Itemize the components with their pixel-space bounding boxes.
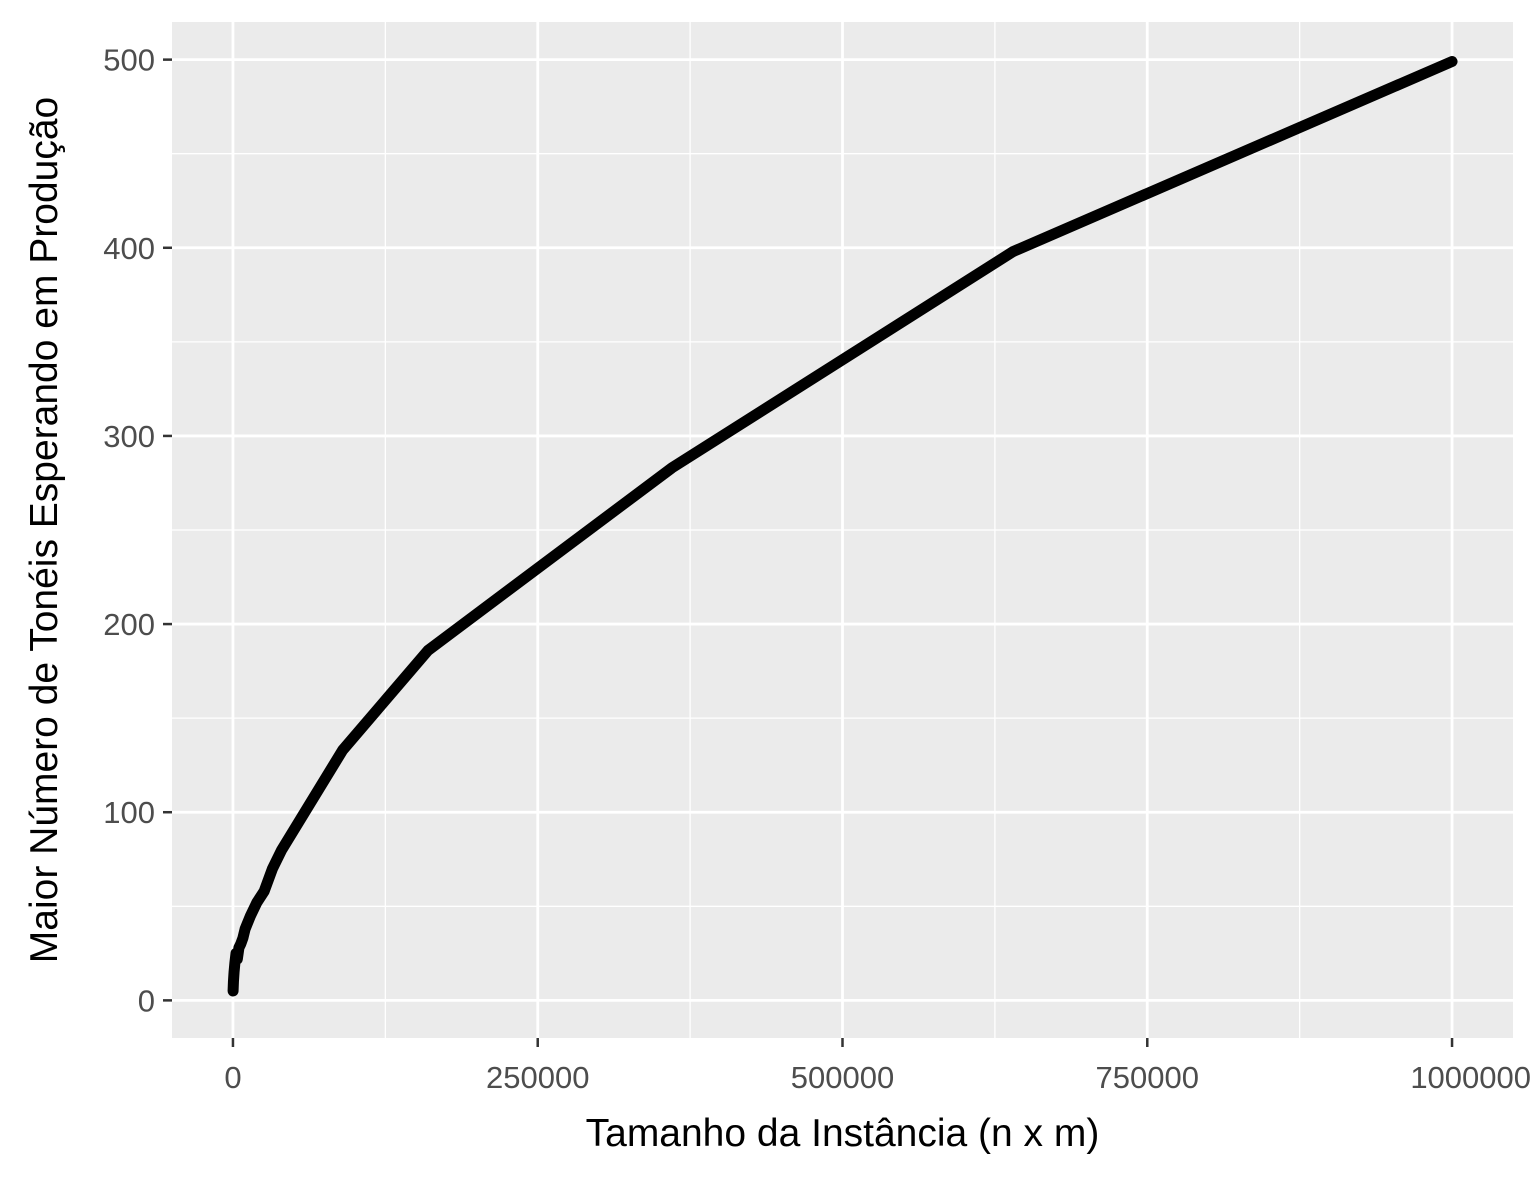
x-axis-title: Tamanho da Instância (n x m) (586, 1112, 1100, 1155)
x-tick-label: 1000000 (1410, 1060, 1531, 1095)
x-tick-label: 750000 (1096, 1060, 1199, 1095)
x-tick-label: 250000 (486, 1060, 589, 1095)
y-tick-label: 300 (103, 419, 155, 454)
x-tick-label: 500000 (791, 1060, 894, 1095)
y-axis-title: Maior Número de Tonéis Esperando em Prod… (23, 97, 66, 963)
minor-gridlines-x (384, 22, 1301, 1038)
x-axis: 0 250000 500000 750000 1000000 (224, 1038, 1531, 1095)
series-line-0 (227, 56, 1458, 997)
y-tick-label: 500 (103, 43, 155, 78)
y-tick-label: 200 (103, 607, 155, 642)
y-tick-label: 100 (103, 795, 155, 830)
series-layer (227, 56, 1458, 997)
x-tick-label: 0 (224, 1060, 241, 1095)
y-axis: 0 100 200 300 400 500 (103, 43, 172, 1018)
y-tick-label: 400 (103, 231, 155, 266)
y-tick-label: 0 (138, 983, 155, 1018)
